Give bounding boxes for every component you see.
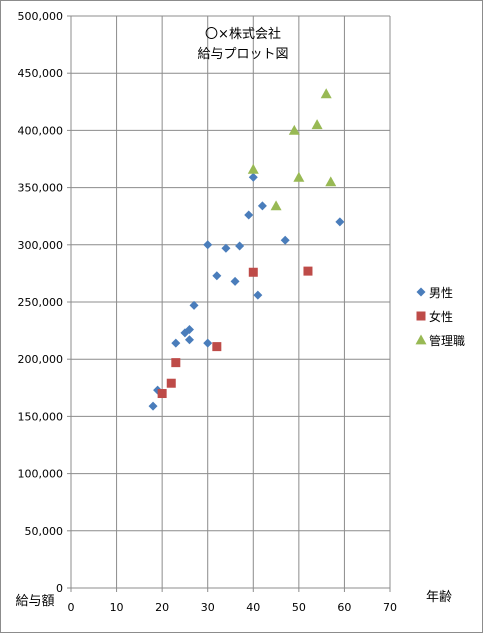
data-point-diamond <box>148 401 158 411</box>
legend-label: 女性 <box>429 309 453 324</box>
data-point-diamond <box>335 217 345 227</box>
data-point-diamond <box>253 290 263 300</box>
data-point-diamond <box>244 210 254 220</box>
x-tick-label: 0 <box>68 601 75 614</box>
data-point-diamond <box>189 300 199 310</box>
x-tick-label: 50 <box>292 601 306 614</box>
legend-marker-triangle <box>415 334 427 345</box>
y-tick-label: 300,000 <box>18 239 64 252</box>
x-tick-label: 30 <box>201 601 215 614</box>
data-point-diamond <box>184 335 194 345</box>
x-tick-label: 70 <box>383 601 397 614</box>
x-tick-label: 20 <box>155 601 169 614</box>
chart-title-line: 給与プロット図 <box>197 47 288 62</box>
legend-marker-diamond <box>416 287 426 297</box>
data-point-triangle <box>270 200 282 211</box>
data-point-triangle <box>293 171 305 182</box>
data-point-diamond <box>221 243 231 253</box>
x-tick-label: 60 <box>337 601 351 614</box>
data-point-square <box>166 378 176 388</box>
y-tick-label: 0 <box>56 582 63 595</box>
legend-label: 男性 <box>429 286 453 300</box>
x-tick-label: 40 <box>246 601 260 614</box>
x-axis-label: 年齢 <box>426 590 452 605</box>
y-tick-label: 450,000 <box>18 67 64 80</box>
chart-title-line: 〇×株式会社 <box>205 26 281 42</box>
legend-label: 管理職 <box>429 333 465 348</box>
data-point-diamond <box>171 338 181 348</box>
data-point-diamond <box>257 201 267 211</box>
data-point-triangle <box>288 124 300 135</box>
data-point-square <box>303 266 313 276</box>
legend-marker-square <box>416 311 426 321</box>
y-tick-label: 250,000 <box>18 296 64 309</box>
y-tick-label: 150,000 <box>18 410 64 423</box>
y-tick-label: 500,000 <box>18 10 64 23</box>
data-point-diamond <box>230 276 240 286</box>
y-tick-label: 200,000 <box>18 353 64 366</box>
data-point-square <box>171 358 181 368</box>
data-point-diamond <box>203 338 213 348</box>
y-tick-label: 350,000 <box>18 182 64 195</box>
data-point-diamond <box>280 235 290 245</box>
data-point-diamond <box>235 241 245 251</box>
y-axis-label: 給与額 <box>15 594 54 609</box>
data-point-triangle <box>320 88 332 99</box>
data-point-square <box>248 267 258 277</box>
data-point-square <box>157 389 167 399</box>
data-point-diamond <box>203 240 213 250</box>
data-point-triangle <box>325 176 337 187</box>
y-tick-label: 100,000 <box>18 468 64 481</box>
data-point-square <box>212 342 222 352</box>
data-point-triangle <box>247 163 259 174</box>
data-point-diamond <box>184 324 194 334</box>
data-point-diamond <box>248 172 258 182</box>
data-point-diamond <box>212 271 222 281</box>
data-point-triangle <box>311 119 323 130</box>
y-tick-label: 400,000 <box>18 124 64 137</box>
x-tick-label: 10 <box>110 601 124 614</box>
y-tick-label: 50,000 <box>25 525 64 538</box>
